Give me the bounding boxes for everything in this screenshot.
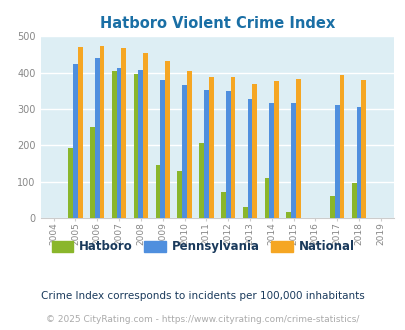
Bar (334, 105, 339, 218)
Bar (95, 58, 100, 218)
Bar (203, 90, 208, 218)
Bar (220, 192, 225, 218)
Bar (143, 52, 148, 218)
Bar (68, 148, 73, 218)
Legend: Hatboro, Pennsylvania, National: Hatboro, Pennsylvania, National (47, 236, 358, 258)
Bar (252, 84, 256, 218)
Bar (360, 80, 365, 218)
Bar (242, 207, 247, 218)
Bar (269, 104, 273, 218)
Text: Crime Index corresponds to incidents per 100,000 inhabitants: Crime Index corresponds to incidents per… (41, 291, 364, 301)
Bar (165, 61, 169, 218)
Text: © 2025 CityRating.com - https://www.cityrating.com/crime-statistics/: © 2025 CityRating.com - https://www.city… (46, 315, 359, 324)
Bar (273, 81, 278, 218)
Bar (264, 178, 269, 218)
Bar (73, 63, 78, 218)
Bar (78, 47, 83, 218)
Bar (339, 75, 343, 218)
Bar (116, 68, 121, 218)
Bar (100, 46, 104, 218)
Bar (286, 213, 290, 218)
Title: Hatboro Violent Crime Index: Hatboro Violent Crime Index (99, 16, 334, 31)
Bar (225, 91, 230, 218)
Bar (208, 77, 213, 218)
Bar (198, 144, 203, 218)
Bar (247, 99, 252, 218)
Bar (138, 70, 143, 218)
Bar (160, 80, 165, 218)
Bar (133, 75, 138, 218)
Bar (112, 71, 116, 218)
Bar (329, 196, 334, 218)
Bar (177, 171, 182, 218)
Bar (182, 85, 186, 218)
Bar (295, 79, 300, 218)
Bar (90, 127, 95, 218)
Bar (155, 165, 160, 218)
Bar (230, 77, 235, 218)
Bar (186, 71, 191, 218)
Bar (121, 48, 126, 218)
Bar (290, 104, 295, 218)
Bar (356, 107, 360, 218)
Bar (351, 182, 356, 218)
